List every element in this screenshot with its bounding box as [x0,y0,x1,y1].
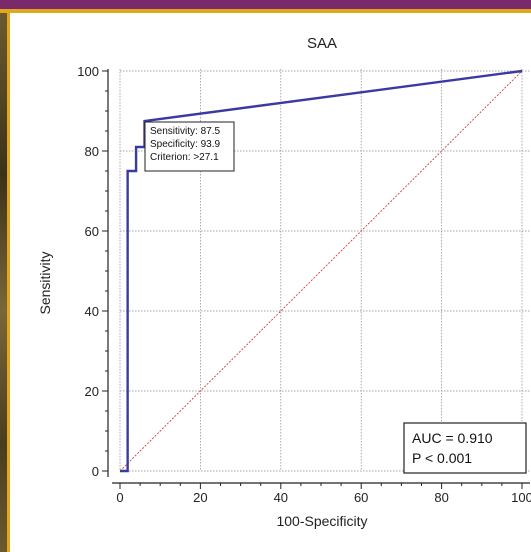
y-tick-label-1: 20 [85,384,99,399]
x-axis-label: 100-Specificity [276,513,367,529]
y-tick-label-3: 60 [85,224,99,239]
tooltip-criterion: Criterion: >27.1 [150,152,219,163]
chart-title: SAA [307,35,337,52]
auc-annotation: AUC = 0.910 P < 0.001 [403,422,527,474]
p-value: P < 0.001 [412,450,472,466]
auc-value: AUC = 0.910 [412,430,493,446]
y-tick-label-5: 100 [77,64,99,79]
x-tick-label-1: 20 [193,490,207,505]
top-stripe [0,9,531,13]
y-tick-label-0: 0 [92,464,99,479]
y-tick-label-2: 40 [85,304,99,319]
criterion-tooltip: Sensitivity: 87.5 Specificity: 93.9 Crit… [144,121,235,172]
left-edge [0,13,7,552]
x-tick-label-3: 60 [354,490,368,505]
x-tick-label-4: 80 [434,490,448,505]
tooltip-sensitivity: Sensitivity: 87.5 [150,126,220,137]
roc-chart: 0 20 40 60 80 100 0 20 40 60 80 100 SAA 100-Specif… [37,35,531,529]
tooltip-specificity: Specificity: 93.9 [150,139,220,150]
x-tick-label-5: 100 [511,490,531,505]
x-tick-label-2: 40 [274,490,288,505]
top-bar [0,0,531,9]
reference-line [119,70,523,472]
grid [119,69,530,472]
y-tick-label-4: 80 [85,144,99,159]
y-axis-label: Sensitivity [37,251,53,314]
y-axis: 0 20 40 60 80 100 [77,64,109,479]
x-axis: 0 20 40 60 80 100 [112,482,531,505]
left-stripe [7,13,10,552]
x-tick-label-0: 0 [116,490,123,505]
